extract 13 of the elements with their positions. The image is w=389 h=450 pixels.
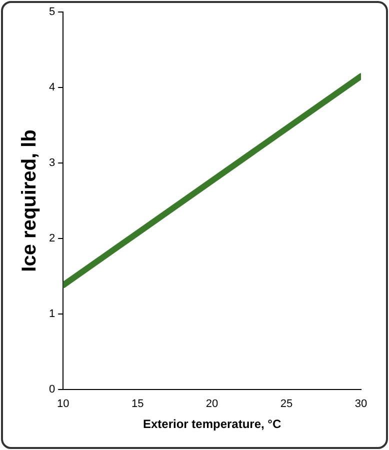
y-axis-title: Ice required, lb [18,130,41,272]
y-tick-label: 4 [48,82,56,94]
y-tick-label: 5 [48,6,56,18]
x-tick-label: 15 [131,398,144,410]
x-tick-label: 20 [206,398,218,410]
x-tick-label: 25 [280,398,293,410]
y-tick-label: 3 [48,156,56,169]
x-axis-title: Exterior temperature, °C [142,417,282,432]
x-tick-label: 10 [56,398,70,410]
y-tick-label: 2 [48,232,56,244]
y-tick-label: 1 [48,308,56,320]
x-tick-label: 30 [354,398,368,410]
y-tick-label: 0 [48,383,56,396]
